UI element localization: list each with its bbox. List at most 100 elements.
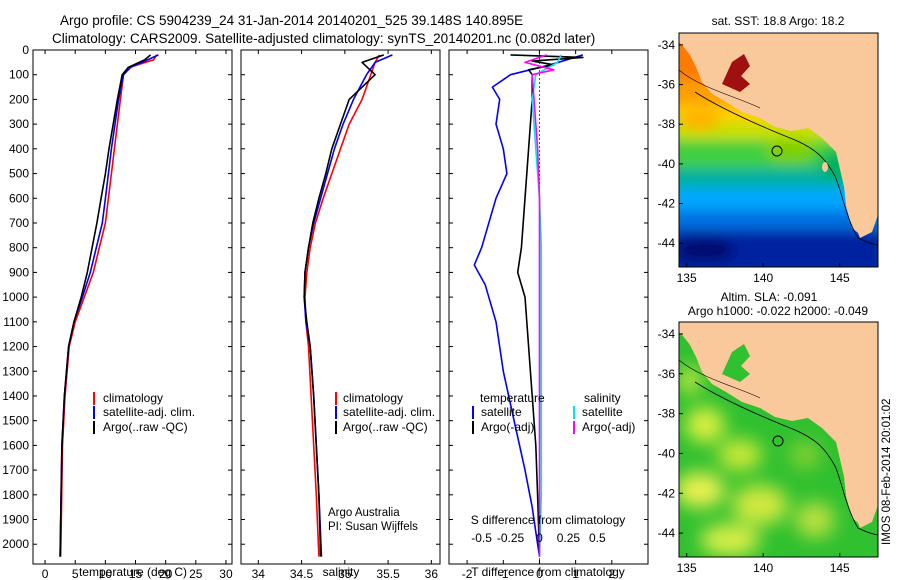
x-top-tick-label: -0.5 <box>471 531 492 545</box>
map-x-tick-label: 145 <box>830 561 850 575</box>
difference-xlabel: T difference from climatology <box>471 565 625 579</box>
tasmania-sla <box>844 458 878 526</box>
gulf-water <box>722 54 750 92</box>
sla-map-panel: Altim. SLA: -0.091 Argo h1000: -0.022 h2… <box>658 290 879 575</box>
map-y-tick-label: -44 <box>658 236 676 250</box>
x-tick-label: 35 <box>338 567 352 580</box>
map-y-tick-label: -40 <box>658 446 676 460</box>
sst-map-panel: sat. SST: 18.8 Argo: 18.2 <box>658 14 879 285</box>
argo-location-marker <box>771 145 783 157</box>
y-tick-label: 1900 <box>2 513 29 527</box>
legend-argo-raw: Argo(..raw -QC) <box>103 420 188 434</box>
y-tick-label: 0 <box>22 43 29 57</box>
temperature-legend: climatology satellite-adj. clim. Argo(..… <box>93 391 195 434</box>
x-top-tick-label: 0 <box>536 531 543 545</box>
y-tick-label: 700 <box>9 216 29 230</box>
map-x-tick-label: 140 <box>753 561 773 575</box>
salinity-panel: 34 34.5 35 35.5 36 salinity climatology sate… <box>240 49 441 580</box>
x-top-tick-label: -0.25 <box>497 531 525 545</box>
map-y-tick-label: -38 <box>658 117 676 131</box>
map-y-tick-label: -34 <box>658 327 676 341</box>
legend-s-argo: Argo(-adj) <box>582 420 635 434</box>
difference-panel: -2 -1 0 1 2 -0.5 -0.25 0 0.25 0.5 T difference fr… <box>448 49 649 580</box>
map-x-tick-label: 140 <box>753 271 773 285</box>
y-tick-label: 600 <box>9 191 29 205</box>
annotation-line2: PI: Susan Wijffels <box>328 521 418 533</box>
map-x-tick-label: 135 <box>677 561 697 575</box>
difference-legend: temperature satellite Argo(-adj) salinit… <box>472 391 635 434</box>
legend-climatology: climatology <box>103 391 163 405</box>
map-y-tick-label: -40 <box>658 157 676 171</box>
y-tick-label: 1500 <box>2 414 29 428</box>
side-timestamp: IMOS 08-Feb-2014 20:01:02 <box>881 399 893 545</box>
argo-australia-annotation: Argo Australia PI: Susan Wijffels <box>328 507 418 533</box>
map-y-tick-label: -38 <box>658 407 676 421</box>
tasmania-sst <box>844 168 878 236</box>
y-tick-label: 2000 <box>2 537 29 551</box>
series-line-argo-adj- <box>510 54 584 557</box>
legend-satellite-adj: satellite-adj. clim. <box>343 405 435 419</box>
sla-map-title-line1: Altim. SLA: -0.091 <box>721 290 818 304</box>
x-tick-label: 5 <box>72 567 79 580</box>
x-tick-label: 36 <box>425 567 439 580</box>
x-tick-label: -1 <box>498 567 509 580</box>
sla-field <box>679 322 878 557</box>
header-line2: Climatology: CARS2009. Satellite-adjuste… <box>52 31 595 46</box>
temperature-panel: 0100200300400500600700800900100011001200… <box>2 43 233 580</box>
y-tick-label: 1600 <box>2 438 29 452</box>
map-x-tick-label: 135 <box>677 271 697 285</box>
x-tick-label: 15 <box>129 567 143 580</box>
y-tick-label: 1300 <box>2 364 29 378</box>
y-tick-label: 900 <box>9 265 29 279</box>
legend-t-satellite: satellite <box>481 405 522 419</box>
y-tick-label: 800 <box>9 241 29 255</box>
x-tick-label: 25 <box>189 567 203 580</box>
y-tick-label: 1400 <box>2 389 29 403</box>
y-tick-label: 1000 <box>2 290 29 304</box>
map-y-tick-label: -44 <box>658 526 676 540</box>
legend-t-argo: Argo(-adj) <box>481 420 534 434</box>
x-tick-label: 1 <box>572 567 579 580</box>
temperature-xlabel: temperature (deg C) <box>79 565 187 579</box>
series-line-argo-raw-qc- <box>303 54 385 557</box>
x-tick-label: 2 <box>608 567 615 580</box>
sst-field <box>679 33 878 267</box>
map-y-tick-label: -36 <box>658 367 676 381</box>
legend-temperature: temperature <box>480 391 545 405</box>
gulf-water-sla <box>722 344 750 382</box>
x-tick-label: -2 <box>462 567 473 580</box>
map-y-tick-label: -36 <box>658 78 676 92</box>
legend-climatology: climatology <box>343 391 403 405</box>
map-y-tick-label: -42 <box>658 486 676 500</box>
bathymetry-contour-sla <box>694 381 878 536</box>
x-tick-label: 0 <box>42 567 49 580</box>
sst-map-title: sat. SST: 18.8 Argo: 18.2 <box>712 14 845 28</box>
sla-map-title-line2: Argo h1000: -0.022 h2000: -0.049 <box>688 304 868 318</box>
header-line1: Argo profile: CS 5904239_24 31-Jan-2014 … <box>60 13 523 28</box>
bathymetry-contour <box>694 91 878 246</box>
legend-satellite-adj: satellite-adj. clim. <box>103 405 195 419</box>
salinity-xlabel: salinity <box>323 565 360 579</box>
x-tick-label: 30 <box>219 567 233 580</box>
x-tick-label: 0 <box>536 567 543 580</box>
y-tick-label: 500 <box>9 167 29 181</box>
legend-argo-raw: Argo(..raw -QC) <box>343 420 428 434</box>
y-tick-label: 400 <box>9 142 29 156</box>
x-top-tick-label: 0.5 <box>589 531 606 545</box>
y-tick-label: 300 <box>9 117 29 131</box>
series-line-argo-raw-qc- <box>59 54 152 557</box>
salinity-legend: climatology satellite-adj. clim. Argo(..… <box>335 391 435 434</box>
y-tick-label: 100 <box>9 68 29 82</box>
y-tick-label: 1100 <box>3 315 29 329</box>
legend-s-satellite: satellite <box>582 405 623 419</box>
y-tick-label: 1800 <box>2 488 29 502</box>
series-line-satellite <box>473 54 584 557</box>
y-tick-label: 1200 <box>2 340 29 354</box>
legend-salinity: salinity <box>584 391 621 405</box>
y-tick-label: 200 <box>9 92 29 106</box>
x-tick-label: 35.5 <box>376 567 400 580</box>
x-top-tick-label: 0.25 <box>557 531 581 545</box>
annotation-line1: Argo Australia <box>328 507 400 519</box>
difference-xlabel-top: S difference from climatology <box>471 513 626 527</box>
